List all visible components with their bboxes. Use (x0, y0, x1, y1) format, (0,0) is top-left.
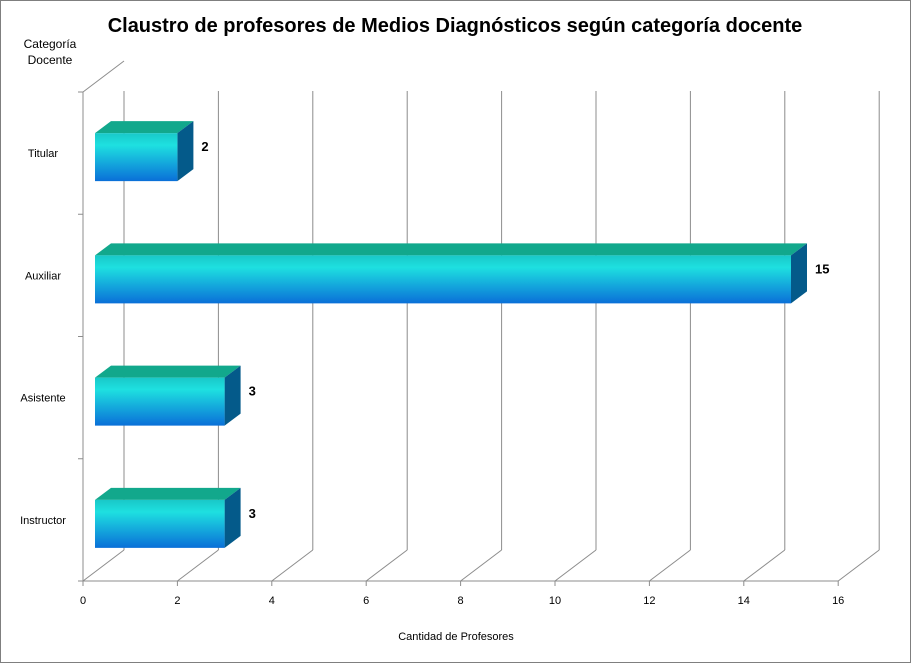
bar (95, 487, 241, 548)
x-tick-label: 10 (549, 595, 561, 607)
bar-side (224, 365, 241, 426)
category-label: Auxiliar (25, 270, 61, 282)
floor-gridline (365, 549, 408, 582)
labels: 0 2 4 6 8 10 12 14 16 Titular 2 Auxiliar 15 Asistente… (20, 139, 844, 607)
category-label: Asistente (20, 393, 65, 405)
data-label: 3 (249, 384, 256, 399)
floor-gridline (177, 549, 219, 582)
bar (95, 243, 807, 304)
x-tick-label: 14 (738, 595, 750, 607)
floor-gridline (743, 549, 786, 582)
x-tick-label: 16 (832, 595, 844, 607)
bar-side (791, 243, 807, 304)
bar-front (95, 255, 791, 304)
bar-front (95, 377, 225, 426)
axes (78, 60, 839, 586)
bar-front (95, 133, 178, 182)
x-tick-label: 8 (458, 595, 464, 607)
floor-gridline (554, 549, 597, 582)
floor-gridline (271, 549, 314, 582)
bar-front (95, 499, 225, 548)
x-tick-label: 2 (174, 595, 180, 607)
bar (95, 121, 194, 182)
bar-top (95, 121, 194, 134)
bar-top (95, 365, 241, 378)
axis-depth-line (82, 60, 125, 93)
category-label: Titular (28, 148, 58, 160)
data-label: 2 (201, 139, 208, 154)
x-tick-label: 12 (643, 595, 655, 607)
bar-side (224, 487, 241, 548)
bar-top (95, 487, 241, 500)
bar (95, 365, 241, 426)
x-tick-label: 4 (269, 595, 275, 607)
floor-gridline (82, 549, 125, 582)
x-tick-label: 6 (363, 595, 369, 607)
bar-side (177, 121, 194, 182)
floor-gridline (649, 549, 691, 582)
bar-top (95, 243, 807, 256)
y-axis-title: Categoría Docente (24, 37, 77, 67)
floor-gridline (460, 549, 502, 582)
data-label: 3 (249, 506, 256, 521)
chart-title: Claustro de profesores de Medios Diagnós… (108, 15, 803, 37)
x-tick-label: 0 (80, 595, 86, 607)
category-label: Instructor (20, 515, 66, 527)
data-label: 15 (815, 261, 829, 276)
bars (95, 121, 807, 548)
floor-gridline (837, 549, 880, 582)
x-axis-title: Cantidad de Profesores (398, 631, 514, 643)
